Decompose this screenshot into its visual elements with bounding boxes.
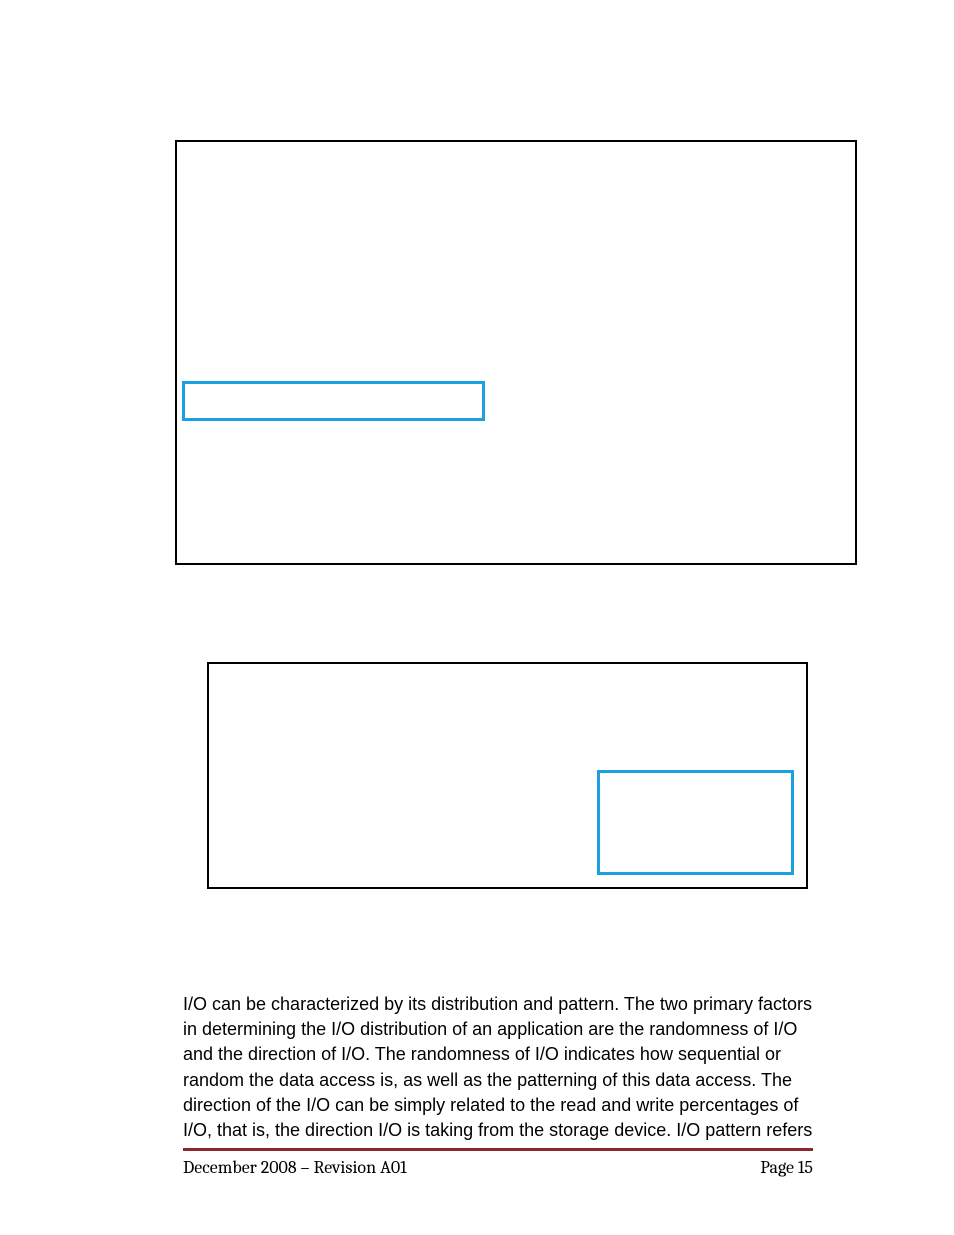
figure-2-highlight-box [597,770,794,875]
footer-revision-text: December 2008 – Revision A01 [183,1157,407,1178]
footer-divider [183,1148,813,1151]
page-footer: December 2008 – Revision A01 Page 15 [183,1148,813,1178]
body-paragraph: I/O can be characterized by its distribu… [183,992,818,1143]
figure-1-frame [175,140,857,565]
footer-page-number: Page 15 [760,1157,813,1178]
document-page: I/O can be characterized by its distribu… [0,0,954,1235]
figure-1-highlight-box [182,381,485,421]
